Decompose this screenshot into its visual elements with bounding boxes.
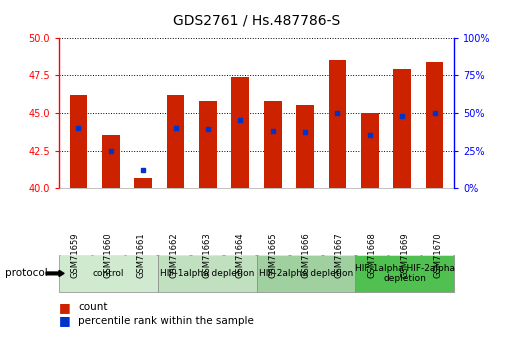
- Text: HIF-2alpha depletion: HIF-2alpha depletion: [259, 269, 353, 278]
- Text: HIF-1alpha depletion: HIF-1alpha depletion: [160, 269, 254, 278]
- Text: HIF-1alpha HIF-2alpha
depletion: HIF-1alpha HIF-2alpha depletion: [354, 264, 455, 283]
- Bar: [199, 101, 217, 188]
- Text: GSM71662: GSM71662: [170, 233, 179, 278]
- Text: GSM71668: GSM71668: [367, 233, 376, 278]
- Text: GSM71665: GSM71665: [268, 233, 278, 278]
- Text: ■: ■: [59, 300, 71, 314]
- Bar: [102, 136, 120, 188]
- Bar: [393, 69, 411, 188]
- Text: protocol: protocol: [5, 268, 48, 278]
- Text: GSM71661: GSM71661: [137, 233, 146, 278]
- Text: GSM71660: GSM71660: [104, 233, 113, 278]
- Bar: [70, 95, 87, 188]
- Bar: [361, 113, 379, 188]
- Text: GSM71666: GSM71666: [301, 233, 310, 278]
- Text: ■: ■: [59, 314, 71, 327]
- Bar: [264, 101, 282, 188]
- Bar: [134, 178, 152, 188]
- Text: percentile rank within the sample: percentile rank within the sample: [78, 316, 254, 326]
- Text: GSM71659: GSM71659: [71, 233, 80, 278]
- Text: GSM71664: GSM71664: [235, 233, 245, 278]
- Bar: [426, 62, 443, 188]
- Text: GSM71667: GSM71667: [334, 233, 343, 278]
- Bar: [231, 77, 249, 188]
- Text: control: control: [93, 269, 124, 278]
- Bar: [167, 95, 185, 188]
- Bar: [328, 60, 346, 188]
- Text: count: count: [78, 302, 108, 312]
- Text: GDS2761 / Hs.487786-S: GDS2761 / Hs.487786-S: [173, 14, 340, 28]
- Text: GSM71663: GSM71663: [203, 233, 212, 278]
- Bar: [296, 106, 314, 188]
- Text: GSM71669: GSM71669: [400, 233, 409, 278]
- Text: GSM71670: GSM71670: [433, 233, 442, 278]
